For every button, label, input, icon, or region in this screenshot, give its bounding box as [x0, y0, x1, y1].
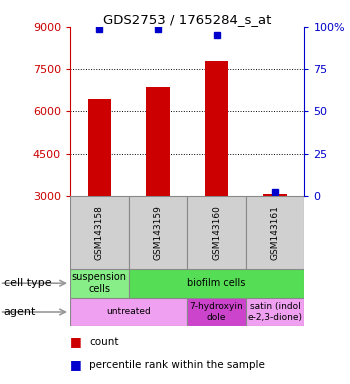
Text: percentile rank within the sample: percentile rank within the sample — [89, 360, 265, 370]
Bar — [129, 196, 187, 269]
Bar — [187, 298, 246, 326]
Title: GDS2753 / 1765284_s_at: GDS2753 / 1765284_s_at — [103, 13, 272, 26]
Text: satin (indol
e-2,3-dione): satin (indol e-2,3-dione) — [248, 302, 303, 322]
Text: biofilm cells: biofilm cells — [187, 278, 246, 288]
Bar — [70, 269, 129, 298]
Bar — [70, 298, 187, 326]
Text: 7-hydroxyin
dole: 7-hydroxyin dole — [190, 302, 244, 322]
Text: untreated: untreated — [106, 308, 151, 316]
Text: cell type: cell type — [4, 278, 51, 288]
Bar — [246, 196, 304, 269]
Text: count: count — [89, 337, 119, 347]
Bar — [205, 61, 228, 196]
Bar — [246, 298, 304, 326]
Text: ■: ■ — [70, 335, 82, 348]
Bar — [70, 196, 129, 269]
Bar — [88, 99, 111, 196]
Text: suspension
cells: suspension cells — [72, 272, 127, 294]
Bar — [264, 194, 287, 196]
Text: GSM143161: GSM143161 — [271, 205, 280, 260]
Bar — [187, 196, 246, 269]
Text: GSM143160: GSM143160 — [212, 205, 221, 260]
Text: agent: agent — [4, 307, 36, 317]
Bar — [146, 88, 170, 196]
Bar — [129, 269, 304, 298]
Text: GSM143159: GSM143159 — [153, 205, 162, 260]
Text: GSM143158: GSM143158 — [95, 205, 104, 260]
Text: ■: ■ — [70, 358, 82, 371]
